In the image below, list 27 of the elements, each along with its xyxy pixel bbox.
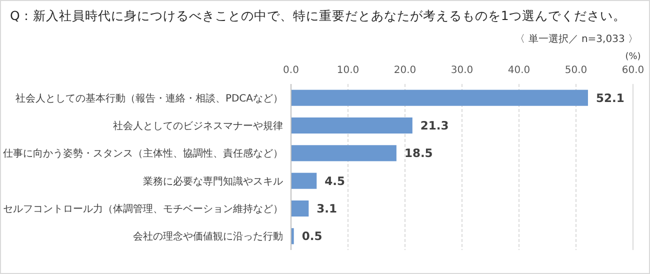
bar xyxy=(291,117,412,134)
x-tick-label: 40.0 xyxy=(508,65,530,76)
y-tick-label: 会社の理念や価値観に沿った行動 xyxy=(133,230,283,243)
chart-title: Q：新入社員時代に身につけるべきことの中で、特に重要だとあなたが考えるものを1つ選んでください。 xyxy=(10,8,626,23)
bar xyxy=(291,172,317,189)
x-tick-label: 0.0 xyxy=(283,65,299,76)
data-label: 52.1 xyxy=(596,90,624,105)
bar xyxy=(291,90,588,106)
bar xyxy=(291,200,309,217)
chart-subtitle: 〈 単一選択／ n=3,033 〉 xyxy=(515,33,638,45)
x-tick-label: 50.0 xyxy=(564,65,588,76)
data-label: 4.5 xyxy=(324,174,346,188)
x-axis-title: (%) xyxy=(625,52,641,62)
y-tick-label: セルフコントロール力（体調管理、モチベーション維持など） xyxy=(3,203,283,215)
x-tick-label: 10.0 xyxy=(336,65,360,76)
y-tick-label: 社会人としてのビジネスマナーや規律 xyxy=(113,120,283,132)
data-label: 0.5 xyxy=(302,229,322,244)
x-tick-label: 30.0 xyxy=(450,65,474,76)
bar xyxy=(291,145,396,162)
y-tick-label: 業務に必要な専門知識やスキル xyxy=(143,175,283,188)
data-label: 3.1 xyxy=(316,202,338,216)
data-label: 18.5 xyxy=(404,146,433,160)
y-tick-label: 社会人としての基本行動（報告・連絡・相談、PDCAなど） xyxy=(15,92,283,104)
x-tick-label: 20.0 xyxy=(394,65,416,76)
data-label: 21.3 xyxy=(420,118,449,133)
y-tick-label: 仕事に向かう姿勢・スタンス（主体性、協調性、責任感など） xyxy=(3,148,283,160)
x-tick-label: 60.0 xyxy=(622,65,644,76)
